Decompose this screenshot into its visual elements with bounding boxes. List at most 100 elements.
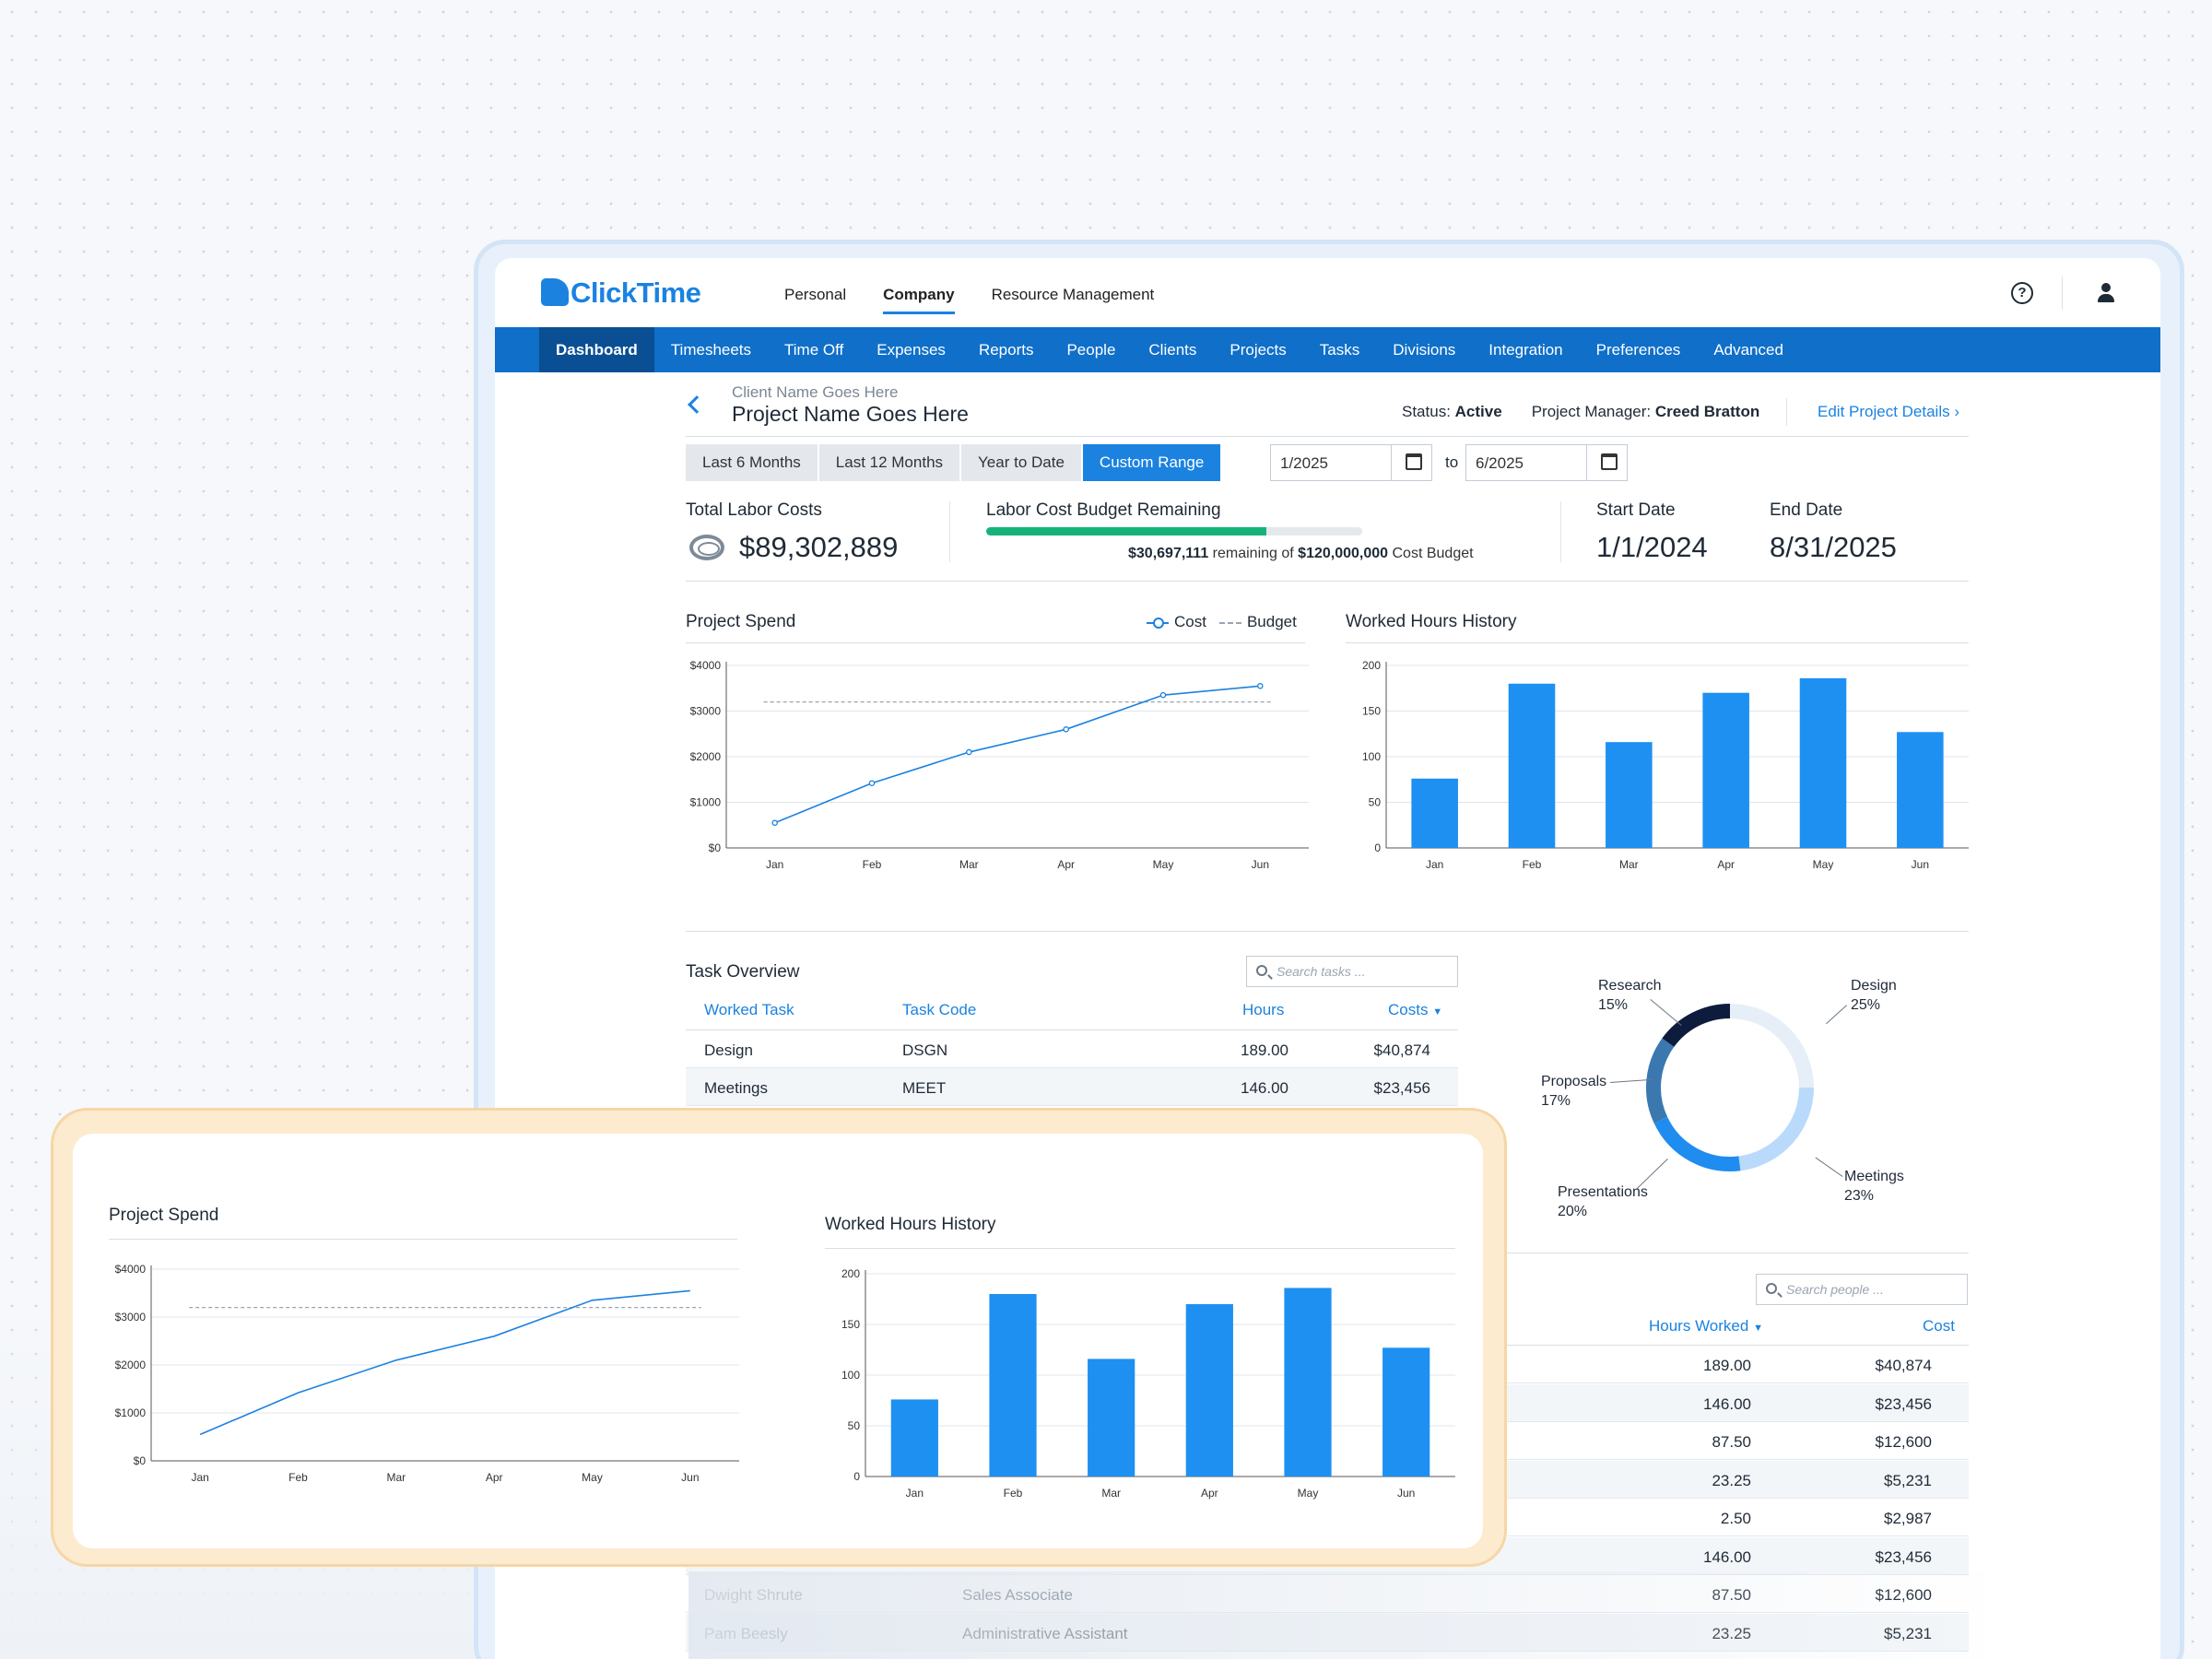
zoom-project-spend-chart: $4000 $3000 $2000 $1000 $0 Jan Feb Mar Apr May Jun — [115, 1263, 739, 1484]
range-year-to-date[interactable]: Year to Date — [961, 444, 1081, 481]
nav-tasks[interactable]: Tasks — [1319, 341, 1360, 359]
person-role: Administrative Assistant — [962, 1624, 1128, 1642]
pm-value: Creed Bratton — [1654, 403, 1760, 420]
legend-budget: Budget — [1218, 613, 1297, 631]
nav-projects[interactable]: Projects — [1230, 341, 1287, 359]
search-icon — [1766, 1283, 1777, 1294]
date-to-input[interactable]: 6/2025 — [1465, 444, 1628, 481]
y-tick-label: $3000 — [115, 1311, 147, 1324]
nav-preferences[interactable]: Preferences — [1595, 341, 1681, 359]
x-tick-label: Apr — [486, 1471, 503, 1484]
topnav-company[interactable]: Company — [883, 286, 955, 314]
topnav-personal[interactable]: Personal — [784, 286, 847, 303]
table-row[interactable]: Pam Beesly Administrative Assistant 23.25 $… — [686, 1613, 1969, 1652]
calendar-icon[interactable] — [1406, 453, 1422, 470]
task-donut-chart — [1646, 1004, 1814, 1171]
divider — [686, 642, 1305, 643]
person-hours: 23.25 — [1712, 1624, 1751, 1642]
person-hours: 2.50 — [1720, 1510, 1751, 1527]
th-cost[interactable]: Cost — [1923, 1317, 1955, 1335]
top-nav: Personal Company Resource Management — [784, 286, 1154, 314]
donut-slice — [1738, 1087, 1814, 1171]
x-tick-label: Feb — [1523, 858, 1542, 871]
nav-advanced[interactable]: Advanced — [1713, 341, 1783, 359]
th-task-code[interactable]: Task Code — [902, 1001, 977, 1018]
range-custom[interactable]: Custom Range — [1082, 444, 1221, 481]
range-last-12-months[interactable]: Last 12 Months — [818, 444, 960, 481]
x-tick-label: Mar — [959, 858, 979, 871]
person-role: Sales Associate — [962, 1586, 1074, 1604]
cost-point — [868, 780, 876, 786]
chart-legend: Cost Budget — [1147, 613, 1297, 631]
y-tick-label: $4000 — [115, 1263, 147, 1276]
th-worked-task[interactable]: Worked Task — [704, 1001, 794, 1018]
hours-bar — [1088, 1359, 1135, 1477]
th-hours[interactable]: Hours — [1242, 1001, 1285, 1018]
donut-label-presentations: Presentations 20% — [1558, 1184, 1648, 1219]
nav-expenses[interactable]: Expenses — [877, 341, 946, 359]
nav-dashboard[interactable]: Dashboard — [539, 327, 654, 372]
user-icon[interactable] — [2095, 283, 2117, 305]
nav-integration[interactable]: Integration — [1488, 341, 1563, 359]
search-tasks-input[interactable]: Search tasks ... — [1246, 956, 1458, 987]
person-hours: 87.50 — [1712, 1433, 1751, 1451]
nav-time-off[interactable]: Time Off — [784, 341, 844, 359]
top-bar: ClickTime Personal Company Resource Mana… — [495, 258, 2160, 327]
hours-bar — [1897, 732, 1944, 848]
page-title: Project Name Goes Here — [732, 402, 969, 426]
person-hours: 87.50 — [1712, 1586, 1751, 1604]
range-last-6-months[interactable]: Last 6 Months — [686, 444, 818, 481]
table-row[interactable]: Dwight Shrute Sales Associate 87.50 $12,600 — [686, 1575, 1969, 1613]
calendar-icon[interactable] — [1601, 453, 1618, 470]
clicktime-logo[interactable]: ClickTime — [541, 276, 701, 310]
y-tick-label: $2000 — [115, 1359, 147, 1371]
person-cost: $23,456 — [1875, 1547, 1932, 1566]
person-hours: 146.00 — [1703, 1394, 1751, 1413]
y-tick-label: 0 — [853, 1470, 860, 1483]
x-tick-label: Mar — [1619, 858, 1639, 871]
x-tick-label: Jan — [191, 1471, 208, 1484]
help-icon[interactable]: ? — [2011, 282, 2033, 304]
status-label: Status: — [1402, 403, 1451, 420]
person-cost: $12,600 — [1875, 1433, 1932, 1451]
x-tick-label: Feb — [1004, 1487, 1023, 1500]
donut-label-meetings: Meetings 23% — [1844, 1169, 1904, 1204]
x-tick-label: Jan — [766, 858, 783, 871]
nav-timesheets[interactable]: Timesheets — [670, 341, 752, 359]
person-name: Pam Beesly — [704, 1624, 788, 1642]
divider — [1786, 398, 1787, 426]
x-tick-label: Apr — [1201, 1487, 1218, 1500]
donut-slice — [1662, 1004, 1731, 1048]
person-name: Dwight Shrute — [704, 1586, 803, 1604]
th-costs[interactable]: Costs ▼ — [1388, 1001, 1443, 1018]
budget-progress — [986, 527, 1362, 535]
labor-costs-value: $89,302,889 — [739, 531, 899, 563]
back-chevron-icon[interactable] — [688, 395, 706, 414]
x-tick-label: Jan — [1426, 858, 1443, 871]
y-tick-label: $3000 — [690, 705, 722, 718]
donut-slice — [1729, 1004, 1814, 1088]
project-spend-title: Project Spend — [686, 612, 796, 631]
nav-people[interactable]: People — [1066, 341, 1116, 359]
donut-slice — [1646, 1038, 1675, 1124]
nav-reports[interactable]: Reports — [978, 341, 1034, 359]
date-from-input[interactable]: 1/2025 — [1270, 444, 1432, 481]
table-row[interactable]: Design DSGN 189.00 $40,874 — [686, 1030, 1458, 1068]
person-cost: $5,231 — [1884, 1471, 1932, 1489]
edit-project-link[interactable]: Edit Project Details › — [1818, 403, 1959, 421]
x-tick-label: Jun — [1252, 858, 1269, 871]
x-tick-label: Mar — [386, 1471, 406, 1484]
topnav-resource-management[interactable]: Resource Management — [991, 286, 1155, 303]
person-hours: 146.00 — [1703, 1547, 1751, 1566]
nav-clients[interactable]: Clients — [1148, 341, 1197, 359]
search-people-input[interactable]: Search people ... — [1756, 1274, 1968, 1305]
to-label: to — [1445, 453, 1459, 471]
th-hours-worked[interactable]: Hours Worked ▼ — [1649, 1317, 1763, 1335]
table-row[interactable]: Meetings MEET 146.00 $23,456 — [686, 1068, 1458, 1106]
y-tick-label: 200 — [1362, 659, 1381, 672]
nav-divisions[interactable]: Divisions — [1393, 341, 1456, 359]
project-meta: Status: Active Project Manager: Creed Br… — [1402, 403, 1759, 421]
worked-hours-title: Worked Hours History — [1346, 612, 1517, 631]
divider — [1560, 501, 1561, 562]
person-cost: $12,600 — [1875, 1586, 1932, 1604]
